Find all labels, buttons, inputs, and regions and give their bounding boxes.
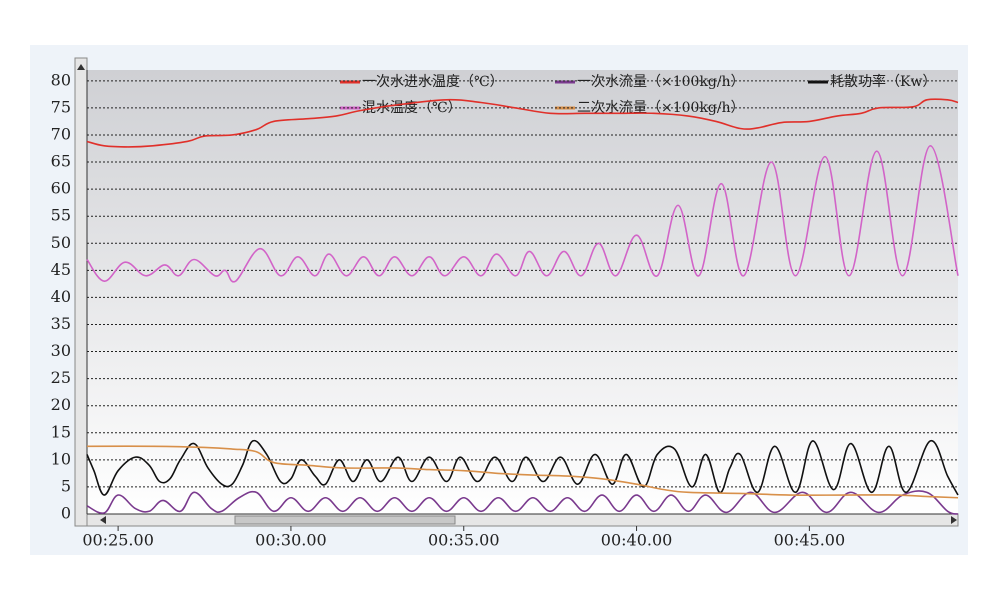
y-tick-label: 40 <box>51 287 71 306</box>
y-tick-label: 25 <box>51 368 71 387</box>
series-line <box>86 490 959 515</box>
vertical-scrollbar[interactable] <box>74 57 88 527</box>
legend-label: 一次水进水温度（℃） <box>362 74 504 90</box>
scroll-thumb[interactable] <box>234 515 456 525</box>
y-tick-label: 75 <box>51 97 71 116</box>
legend-label: 耗散功率（Kw） <box>830 73 936 90</box>
series-line <box>86 439 959 496</box>
y-tick-label: 15 <box>51 422 71 441</box>
legend-label: 一次水流量（×100kg/h） <box>577 74 745 90</box>
y-tick-label: 80 <box>51 70 71 89</box>
y-tick-label: 55 <box>51 206 71 225</box>
y-tick-label: 20 <box>51 395 71 414</box>
x-tick-label: 00:45.00 <box>774 531 846 550</box>
scroll-up[interactable] <box>77 64 85 70</box>
x-tick-label: 00:25.00 <box>82 531 154 550</box>
y-tick-label: 5 <box>61 476 71 495</box>
y-tick-label: 10 <box>51 449 71 468</box>
y-tick-label: 65 <box>51 152 71 171</box>
series-line <box>86 98 959 148</box>
plot-area <box>87 70 958 514</box>
horizontal-scrollbar[interactable] <box>86 513 959 527</box>
y-tick-label: 45 <box>51 260 71 279</box>
y-tick-label: 30 <box>51 341 71 360</box>
x-tick-label: 00:40.00 <box>601 531 673 550</box>
y-tick-label: 0 <box>61 504 71 523</box>
x-tick-label: 00:30.00 <box>255 531 327 550</box>
scroll-left[interactable] <box>100 516 106 524</box>
y-tick-label: 50 <box>51 233 71 252</box>
scroll-right[interactable] <box>951 516 957 524</box>
series-line <box>86 445 959 499</box>
series-line <box>86 145 959 283</box>
x-tick-label: 00:35.00 <box>428 531 500 550</box>
y-tick-label: 35 <box>51 314 71 333</box>
y-tick-label: 60 <box>51 179 71 198</box>
y-tick-label: 70 <box>51 124 71 143</box>
